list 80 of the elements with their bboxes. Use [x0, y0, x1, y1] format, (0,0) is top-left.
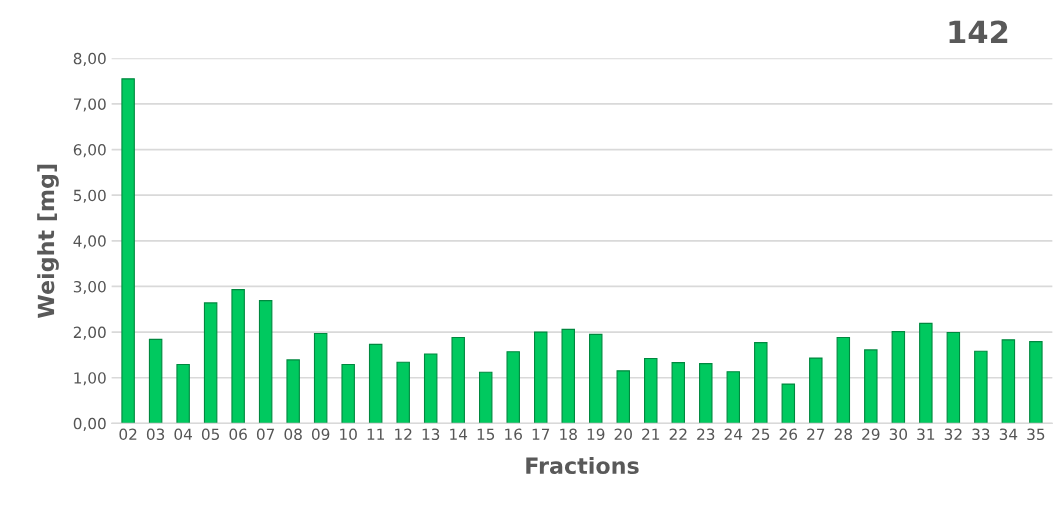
bar — [176, 363, 190, 424]
y-tick-label: 4,00 — [73, 235, 106, 249]
bar — [946, 331, 961, 424]
bar — [754, 342, 768, 424]
bar — [974, 350, 988, 424]
x-tick-label: 03 — [146, 428, 165, 441]
x-tick-label: 24 — [724, 428, 743, 440]
bar — [864, 349, 878, 424]
x-tick-label: 29 — [862, 428, 880, 441]
bar — [919, 322, 933, 424]
bar — [726, 371, 741, 424]
x-tick-label: 35 — [1027, 428, 1045, 441]
y-tick-label: 1,00 — [74, 372, 106, 386]
x-tick-label: 13 — [422, 428, 440, 441]
x-tick-label: 17 — [532, 428, 550, 440]
x-tick-label: 05 — [201, 428, 220, 441]
bar — [121, 78, 135, 424]
bar — [644, 357, 658, 424]
x-tick-label: 12 — [395, 428, 412, 440]
bar — [533, 331, 548, 424]
bar — [506, 351, 520, 424]
y-tick-label: 3,00 — [73, 280, 106, 295]
y-axis-title: Weight [mg] — [37, 164, 59, 319]
x-tick-label: 09 — [311, 428, 330, 441]
x-tick-label: 19 — [587, 428, 605, 441]
bar — [451, 337, 465, 424]
x-tick-label: 16 — [505, 428, 522, 441]
bar — [231, 289, 245, 424]
bar — [616, 370, 630, 424]
x-tick-label: 04 — [174, 428, 192, 441]
y-tick-label: 7,00 — [73, 98, 106, 112]
bar — [341, 363, 355, 424]
bar — [781, 383, 796, 424]
x-tick-label: 06 — [229, 428, 247, 441]
bar — [589, 333, 603, 424]
x-tick-label: 32 — [944, 428, 962, 441]
bar — [258, 300, 273, 424]
bar — [423, 353, 438, 424]
x-tick-label: 14 — [450, 428, 468, 440]
y-tick-label: 0,00 — [73, 417, 106, 431]
x-tick-label: 33 — [972, 428, 990, 441]
x-axis-title: Fractions — [526, 456, 639, 475]
bar — [286, 359, 300, 424]
x-tick-label: 26 — [779, 428, 798, 441]
bar — [891, 331, 906, 424]
bar — [396, 361, 410, 424]
x-tick-label: 02 — [119, 428, 137, 441]
y-tick-label: 6,00 — [73, 144, 106, 158]
bar — [368, 343, 383, 424]
x-tick-label: 34 — [999, 428, 1018, 441]
x-tick-label: 08 — [284, 428, 302, 441]
x-tick-label: 15 — [477, 428, 495, 441]
x-tick-label: 30 — [889, 428, 908, 441]
y-tick-label: 8,00 — [73, 52, 106, 66]
bar — [809, 357, 823, 424]
bar — [1001, 339, 1016, 424]
x-tick-label: 31 — [917, 428, 935, 441]
x-tick-label: 21 — [642, 428, 660, 440]
x-tick-label: 07 — [256, 428, 275, 441]
bar — [203, 302, 218, 424]
bar — [478, 371, 493, 424]
x-tick-label: 11 — [367, 428, 384, 440]
x-tick-label: 20 — [614, 428, 632, 441]
x-tick-label: 28 — [834, 428, 852, 441]
bar — [1029, 341, 1043, 424]
y-tick-label: 2,00 — [73, 326, 106, 340]
x-tick-label: 25 — [752, 428, 770, 441]
bar — [671, 362, 686, 424]
bar — [148, 338, 163, 424]
chart-title: 142 — [949, 20, 1008, 44]
x-tick-label: 10 — [340, 428, 357, 441]
bar — [699, 363, 713, 424]
bar — [313, 332, 328, 424]
x-tick-label: 27 — [807, 428, 825, 440]
y-tick-label: 5,00 — [73, 189, 106, 203]
x-tick-label: 18 — [560, 428, 577, 441]
x-tick-label: 22 — [669, 428, 687, 440]
x-tick-label: 23 — [697, 428, 715, 441]
bar — [561, 328, 575, 424]
bar — [836, 337, 851, 424]
